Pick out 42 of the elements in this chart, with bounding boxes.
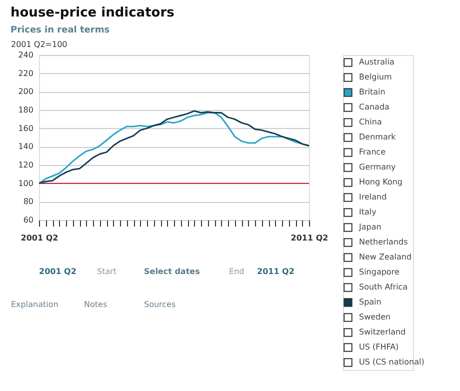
legend-label: Japan xyxy=(358,222,382,232)
legend-label: Hong Kong xyxy=(359,178,402,186)
y-tick-label: 60 xyxy=(23,216,34,224)
text: End xyxy=(229,267,244,276)
legend-label: China xyxy=(359,118,382,126)
y-tick-label: 160 xyxy=(18,124,34,133)
legend-label: Italy xyxy=(359,208,377,216)
legend-label: Ireland xyxy=(359,192,387,202)
legend-label: South Africa xyxy=(359,282,408,292)
chart-subtitle: Prices in real terms xyxy=(10,26,110,36)
y-tick-label: 240 xyxy=(18,50,34,60)
legend-label: Denmark xyxy=(359,132,396,142)
text: 2001 Q2 xyxy=(39,267,76,276)
legend-label: Australia xyxy=(359,58,394,66)
text: Start xyxy=(97,267,117,276)
y-tick-label: 180 xyxy=(18,106,34,114)
legend-label: Netherlands xyxy=(359,238,408,246)
legend-label: France xyxy=(359,148,386,156)
y-tick-label: 140 xyxy=(18,142,34,152)
y-tick-label: 220 xyxy=(18,68,34,78)
legend-label: New Zealand xyxy=(359,252,412,262)
chart-title: house-price indicators xyxy=(10,6,175,20)
legend-label: US (FHFA) xyxy=(359,342,399,352)
legend-label: Switzerland xyxy=(359,328,406,336)
y-tick-label: 200 xyxy=(18,87,34,96)
text: Explanation xyxy=(11,300,58,309)
legend-label: Sweden xyxy=(359,312,391,322)
text: Notes xyxy=(84,300,108,309)
legend-label: Singapore xyxy=(359,268,400,276)
y-tick-label: 100 xyxy=(18,178,34,188)
text: Sources xyxy=(144,300,176,309)
text: 2001 Q2=100 xyxy=(11,40,68,49)
legend-label: Britain xyxy=(359,88,386,96)
legend-label: Germany xyxy=(359,162,396,172)
legend-label: Belgium xyxy=(359,72,392,82)
legend-label: Spain xyxy=(359,298,382,306)
text: 2011 Q2 xyxy=(257,267,294,276)
text: Select dates xyxy=(144,267,200,276)
y-tick-label: 80 xyxy=(23,197,34,206)
legend-label: US (CS national) xyxy=(359,358,424,366)
legend-label: Canada xyxy=(359,102,390,112)
y-tick-label: 120 xyxy=(18,160,34,170)
